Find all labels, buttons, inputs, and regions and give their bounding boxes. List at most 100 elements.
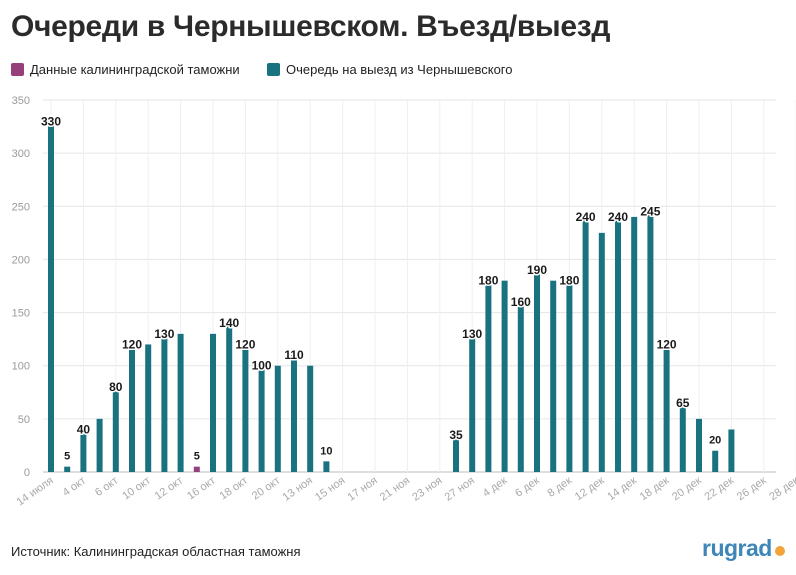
bar <box>177 333 184 472</box>
y-tick-label: 100 <box>12 361 30 373</box>
bar <box>258 365 265 472</box>
data-label: 120 <box>235 337 255 351</box>
bar <box>48 121 54 472</box>
bars <box>48 121 735 472</box>
x-tick-label: 14 дек <box>605 475 639 504</box>
data-label: 100 <box>252 359 272 373</box>
bar <box>696 418 702 472</box>
x-axis: 14 июля 4 окт 6 окт 10 окт 12 окт 16 окт 18 ок… <box>15 475 796 509</box>
data-label: 330 <box>41 114 61 128</box>
source-note: Источник: Калининградская областная тамо… <box>11 544 301 559</box>
x-tick-label: 4 дек <box>481 475 510 500</box>
x-tick-label: 21 ноя <box>378 475 412 504</box>
bar <box>274 365 281 472</box>
bar <box>161 333 168 472</box>
data-label: 140 <box>219 316 239 330</box>
x-tick-label: 26 дек <box>735 475 769 504</box>
y-tick-label: 0 <box>24 467 30 479</box>
bar <box>566 280 573 472</box>
data-label: 245 <box>640 205 660 219</box>
data-label: 5 <box>194 451 200 463</box>
bar <box>307 365 314 472</box>
logo-text: rugrad <box>702 535 772 561</box>
legend-swatch-customs <box>11 63 24 76</box>
data-label: 40 <box>77 422 91 436</box>
bar <box>96 418 103 472</box>
data-label: 160 <box>511 295 531 309</box>
data-label: 130 <box>462 327 482 341</box>
x-tick-label: 17 ноя <box>345 475 379 504</box>
x-tick-label: 6 дек <box>513 475 542 500</box>
logo-dot-icon <box>774 545 785 556</box>
y-axis: 0 50 100 150 200 250 300 350 <box>12 95 30 479</box>
data-label: 110 <box>284 348 304 362</box>
bar <box>631 216 638 472</box>
bar <box>615 216 621 472</box>
bar <box>517 301 524 472</box>
bar <box>469 333 476 472</box>
bar <box>112 386 119 472</box>
x-tick-label: 15 ноя <box>313 475 347 504</box>
legend-item-customs: Данные калининградской таможни <box>11 62 240 77</box>
bar <box>64 466 71 472</box>
bar <box>501 280 508 472</box>
data-label: 120 <box>657 337 677 351</box>
y-tick-label: 350 <box>12 95 30 107</box>
bar <box>242 344 249 472</box>
data-label: 180 <box>478 274 498 288</box>
bar <box>582 216 589 472</box>
data-labels: 5 330 5 40 80 120 130 140 120 100 110 10 35 130 180 160… <box>39 113 721 463</box>
x-tick-label: 12 дек <box>573 475 607 504</box>
x-tick-label: 27 ноя <box>443 475 477 504</box>
bar <box>145 344 152 472</box>
data-label: 80 <box>109 380 123 394</box>
data-label: 190 <box>527 263 547 277</box>
bar <box>663 344 670 472</box>
x-tick-label: 14 июля <box>15 475 56 509</box>
data-label: 35 <box>449 428 463 442</box>
data-label: 120 <box>122 337 142 351</box>
legend-swatch-queue <box>267 63 280 76</box>
bar <box>129 344 135 472</box>
legend-item-queue: Очередь на выезд из Чернышевского <box>267 62 513 77</box>
data-label: 65 <box>676 396 690 410</box>
bar <box>550 280 557 472</box>
x-tick-label: 16 окт <box>185 475 218 503</box>
x-tick-label: 13 ноя <box>281 475 315 504</box>
x-tick-label: 12 окт <box>153 475 186 503</box>
data-label: 240 <box>576 210 596 224</box>
bar <box>80 429 87 472</box>
x-tick-label: 18 дек <box>638 475 672 504</box>
x-tick-label: 6 окт <box>93 475 121 499</box>
data-label: 5 <box>64 451 70 463</box>
x-tick-label: 23 ноя <box>410 475 444 504</box>
x-tick-label: 8 дек <box>546 475 575 500</box>
y-tick-label: 300 <box>12 148 30 160</box>
y-tick-label: 150 <box>12 308 30 320</box>
bar <box>453 434 459 472</box>
bar <box>728 429 735 472</box>
data-label: 240 <box>608 210 628 224</box>
y-tick-label: 50 <box>18 414 30 426</box>
chart-title: Очереди в Чернышевском. Въезд/выезд <box>11 10 611 43</box>
bar <box>210 333 216 472</box>
data-label: 130 <box>154 327 174 341</box>
x-tick-label: 4 окт <box>61 475 89 499</box>
bar <box>598 232 605 472</box>
bar <box>679 402 686 472</box>
y-tick-label: 250 <box>12 201 30 213</box>
x-tick-label: 10 окт <box>120 475 153 503</box>
bar <box>291 355 297 472</box>
y-tick-label: 200 <box>12 254 30 266</box>
bar <box>712 450 719 472</box>
data-label: 10 <box>320 445 332 457</box>
x-tick-label: 20 окт <box>250 475 283 503</box>
x-tick-label: 20 дек <box>670 475 704 504</box>
legend-label-customs: Данные калининградской таможни <box>30 62 240 77</box>
legend-label-queue: Очередь на выезд из Чернышевского <box>286 62 513 77</box>
bar <box>534 270 540 472</box>
data-label: 180 <box>559 274 579 288</box>
bar <box>226 323 233 472</box>
x-tick-label: 22 дек <box>703 475 737 504</box>
